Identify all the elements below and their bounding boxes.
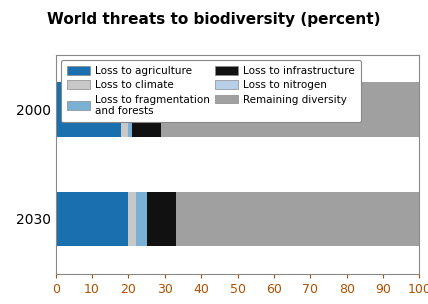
Bar <box>128 192 136 246</box>
Bar <box>136 192 146 246</box>
Bar <box>176 192 419 246</box>
Bar <box>56 82 121 137</box>
Bar <box>146 192 176 246</box>
Bar <box>128 82 132 137</box>
Bar <box>56 192 128 246</box>
Bar <box>132 82 161 137</box>
Bar <box>161 82 419 137</box>
Bar <box>121 82 128 137</box>
Text: World threats to biodiversity (percent): World threats to biodiversity (percent) <box>47 12 381 27</box>
Legend: Loss to agriculture, Loss to climate, Loss to fragmentation
and forests, Loss to: Loss to agriculture, Loss to climate, Lo… <box>61 60 361 123</box>
